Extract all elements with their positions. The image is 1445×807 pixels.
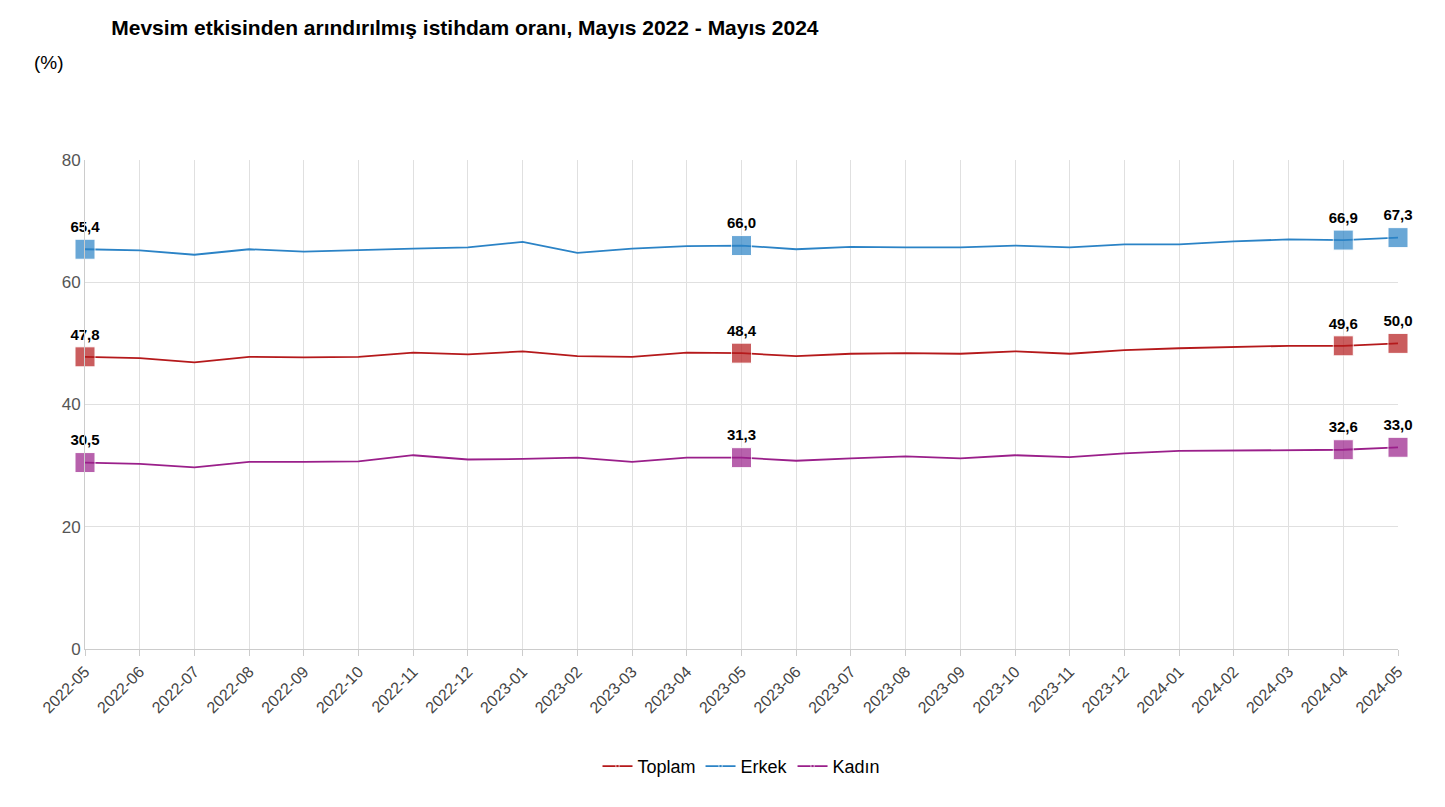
svg-text:2022-11: 2022-11 (368, 663, 421, 716)
svg-text:(%): (%) (34, 52, 64, 73)
svg-text:2024-03: 2024-03 (1243, 663, 1297, 717)
svg-text:50,0: 50,0 (1383, 312, 1412, 329)
svg-text:2023-12: 2023-12 (1079, 663, 1133, 717)
svg-text:80: 80 (62, 151, 81, 170)
svg-text:Mevsim etkisinden arındırılmış: Mevsim etkisinden arındırılmış istihdam … (111, 16, 819, 39)
svg-text:2022-10: 2022-10 (313, 663, 367, 717)
svg-text:2023-09: 2023-09 (915, 663, 969, 717)
svg-text:30,5: 30,5 (70, 431, 99, 448)
svg-text:Erkek: Erkek (741, 757, 788, 777)
svg-text:60: 60 (62, 273, 81, 292)
svg-text:48,4: 48,4 (727, 322, 757, 339)
svg-text:32,6: 32,6 (1329, 418, 1358, 435)
svg-text:2023-11: 2023-11 (1025, 663, 1078, 716)
svg-text:0: 0 (71, 640, 80, 659)
svg-text:2023-08: 2023-08 (860, 663, 914, 717)
svg-text:2022-08: 2022-08 (203, 663, 257, 717)
svg-text:2022-05: 2022-05 (39, 663, 93, 717)
svg-text:40: 40 (62, 395, 81, 414)
svg-text:20: 20 (62, 518, 81, 537)
svg-text:2023-01: 2023-01 (477, 663, 531, 717)
svg-text:2023-10: 2023-10 (969, 663, 1023, 717)
svg-text:2023-06: 2023-06 (750, 663, 804, 717)
svg-text:2023-05: 2023-05 (696, 663, 750, 717)
svg-text:2023-07: 2023-07 (805, 663, 859, 717)
svg-text:67,3: 67,3 (1383, 206, 1412, 223)
svg-text:49,6: 49,6 (1329, 315, 1358, 332)
svg-text:Toplam: Toplam (638, 757, 696, 777)
svg-text:2022-09: 2022-09 (258, 663, 312, 717)
svg-text:47,8: 47,8 (70, 326, 99, 343)
svg-text:2024-05: 2024-05 (1352, 663, 1406, 717)
svg-text:Kadın: Kadın (833, 757, 880, 777)
svg-text:2024-04: 2024-04 (1298, 663, 1352, 717)
svg-text:2022-06: 2022-06 (94, 663, 148, 717)
svg-text:2022-12: 2022-12 (422, 663, 476, 717)
svg-text:2024-01: 2024-01 (1133, 663, 1187, 717)
svg-text:31,3: 31,3 (727, 426, 756, 443)
svg-text:65,4: 65,4 (70, 218, 100, 235)
svg-text:2023-03: 2023-03 (586, 663, 640, 717)
svg-text:66,9: 66,9 (1329, 209, 1358, 226)
svg-text:66,0: 66,0 (727, 214, 756, 231)
svg-text:2024-02: 2024-02 (1188, 663, 1242, 717)
svg-text:2022-07: 2022-07 (149, 663, 203, 717)
svg-text:2023-04: 2023-04 (641, 663, 695, 717)
svg-text:2023-02: 2023-02 (532, 663, 586, 717)
svg-text:33,0: 33,0 (1383, 416, 1412, 433)
